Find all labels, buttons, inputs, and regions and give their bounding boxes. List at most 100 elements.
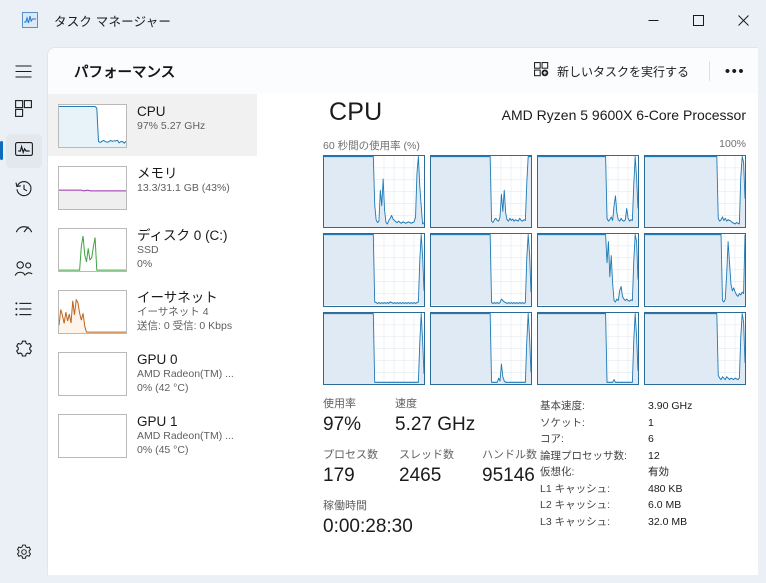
utilization-value: 97% [323,414,362,435]
hamburger-menu-icon[interactable] [6,54,42,88]
resource-text-gpu1: GPU 1 AMD Radeon(TM) ... 0% (45 °C) [137,412,234,457]
resource-item-gpu1[interactable]: GPU 1 AMD Radeon(TM) ... 0% (45 °C) [48,404,257,466]
cpu-core-graph [430,233,532,307]
cpu-spec-value: 480 KB [648,482,683,495]
cpu-spec-label: L2 キャッシュ: [540,499,611,511]
processes-label: プロセス数 [323,449,378,461]
window-title: タスク マネージャー [54,14,172,29]
resource-detail: 送信: 0 受信: 0 Kbps [137,319,233,332]
sidebar-item-performance[interactable] [0,134,42,168]
resource-text-memory: メモリ 13.3/31.1 GB (43%) [137,164,230,196]
sidebar-item-startup-apps[interactable] [6,214,42,248]
resource-name: GPU 0 [137,352,178,367]
page-header: パフォーマンス 新しいタスクを実行する ••• [48,48,758,94]
cpu-core-graph [430,311,532,385]
resource-thumbnail-ethernet [58,290,127,334]
cpu-spec-value: 3.90 GHz [648,400,693,412]
cpu-stats-primary: 使用率 97% 速度 5.27 GHz プロセス数 179 [323,396,538,540]
cpu-spec-label: 仮想化: [540,466,575,478]
cpu-core-graph [537,155,639,229]
resource-list: CPU 97% 5.27 GHz メモリ 13.3/31.1 GB (43%) ディスク… [48,94,257,575]
cpu-core-graph [323,155,425,229]
resource-item-memory[interactable]: メモリ 13.3/31.1 GB (43%) [48,156,257,218]
new-task-icon [534,62,549,80]
resource-detail: AMD Radeon(TM) ... [137,368,234,380]
resource-item-disk0[interactable]: ディスク 0 (C:) SSD 0% [48,218,257,280]
cpu-core-graph [537,311,639,385]
cpu-spec-row: L1 キャッシュ: 480 KB [540,481,748,498]
speed-value: 5.27 GHz [395,414,476,435]
cpu-stats: 使用率 97% 速度 5.27 GHz プロセス数 179 [257,396,758,575]
cpu-core-graph [323,233,425,307]
cpu-core-graph [644,311,746,385]
resource-name: イーサネット [137,290,218,305]
cpu-model: AMD Ryzen 5 9600X 6-Core Processor [501,107,746,123]
run-new-task-button[interactable]: 新しいタスクを実行する [524,56,699,86]
resource-name: GPU 1 [137,414,178,429]
processes-icon [15,100,32,122]
cpu-spec-row: 基本速度: 3.90 GHz [540,398,748,415]
resource-detail: イーサネット 4 [137,306,209,318]
threads-label: スレッド数 [399,449,454,461]
resource-item-ethernet[interactable]: イーサネット イーサネット 4 送信: 0 受信: 0 Kbps [48,280,257,342]
cpu-spec-label: L3 キャッシュ: [540,515,611,528]
resource-text-disk0: ディスク 0 (C:) SSD 0% [137,226,228,271]
uptime-value: 0:00:28:30 [323,516,413,537]
resource-thumbnail-gpu1 [58,414,127,458]
resource-thumbnail-gpu0 [58,352,127,396]
logical-processor-grid[interactable] [323,155,746,385]
sidebar-item-processes[interactable] [6,94,42,128]
uptime-label: 稼働時間 [323,500,367,512]
cpu-spec-label: 基本速度: [540,400,585,412]
processes-value: 179 [323,465,355,486]
resource-name: ディスク 0 (C:) [137,228,228,243]
cpu-spec-value: 6.0 MB [648,499,682,511]
cpu-spec-row: L2 キャッシュ: 6.0 MB [540,497,748,514]
resource-item-gpu0[interactable]: GPU 0 AMD Radeon(TM) ... 0% (42 °C) [48,342,257,404]
minimize-button[interactable] [631,0,676,40]
cpu-core-graph [644,233,746,307]
cpu-spec-value: 有効 [648,466,669,478]
utilization-label: 使用率 [323,398,356,410]
resource-detail: 13.3/31.1 GB (43%) [137,182,230,194]
maximize-button[interactable] [676,0,721,40]
close-button[interactable] [721,0,766,40]
page-title: パフォーマンス [74,64,176,81]
cpu-spec-row: L3 キャッシュ: 32.0 MB [540,514,748,531]
settings-gear-icon[interactable] [6,535,42,569]
title-bar: タスク マネージャー [0,0,766,40]
sidebar-item-details[interactable] [6,294,42,328]
cpu-spec-value: 12 [648,449,660,462]
graph-axis-label-right: 100% [719,138,746,150]
cpu-spec-row: 仮想化: 有効 [540,464,748,481]
app-history-icon [14,180,33,203]
resource-text-gpu0: GPU 0 AMD Radeon(TM) ... 0% (42 °C) [137,350,234,395]
more-options-button[interactable]: ••• [724,62,746,80]
users-icon [14,260,33,282]
performance-icon [14,140,33,163]
cpu-spec-value: 32.0 MB [648,515,688,528]
sidebar-item-services[interactable] [6,334,42,368]
sidebar-item-app-history[interactable] [6,174,42,208]
resource-name: CPU [137,104,166,119]
resource-thumbnail-memory [58,166,127,210]
sidebar-item-users[interactable] [6,254,42,288]
cpu-spec-label: コア: [540,433,564,445]
cpu-spec-row: コア: 6 [540,431,748,448]
handles-label: ハンドル数 [482,449,537,461]
cpu-spec-row: 論理プロセッサ数: 12 [540,448,748,465]
speed-label: 速度 [395,398,417,410]
resource-item-cpu[interactable]: CPU 97% 5.27 GHz [48,94,257,156]
cpu-spec-value: 6 [648,433,654,445]
cpu-core-graph [644,155,746,229]
window-controls [631,0,766,40]
cpu-spec-value: 1 [648,416,654,429]
resource-thumbnail-cpu [58,104,127,148]
cpu-spec-row: ソケット: 1 [540,415,748,432]
task-manager-icon [22,12,38,28]
resource-text-ethernet: イーサネット イーサネット 4 送信: 0 受信: 0 Kbps [137,288,232,333]
resource-thumbnail-disk0 [58,228,127,272]
startup-apps-icon [15,221,33,241]
resource-detail: 0% (42 °C) [137,381,189,394]
